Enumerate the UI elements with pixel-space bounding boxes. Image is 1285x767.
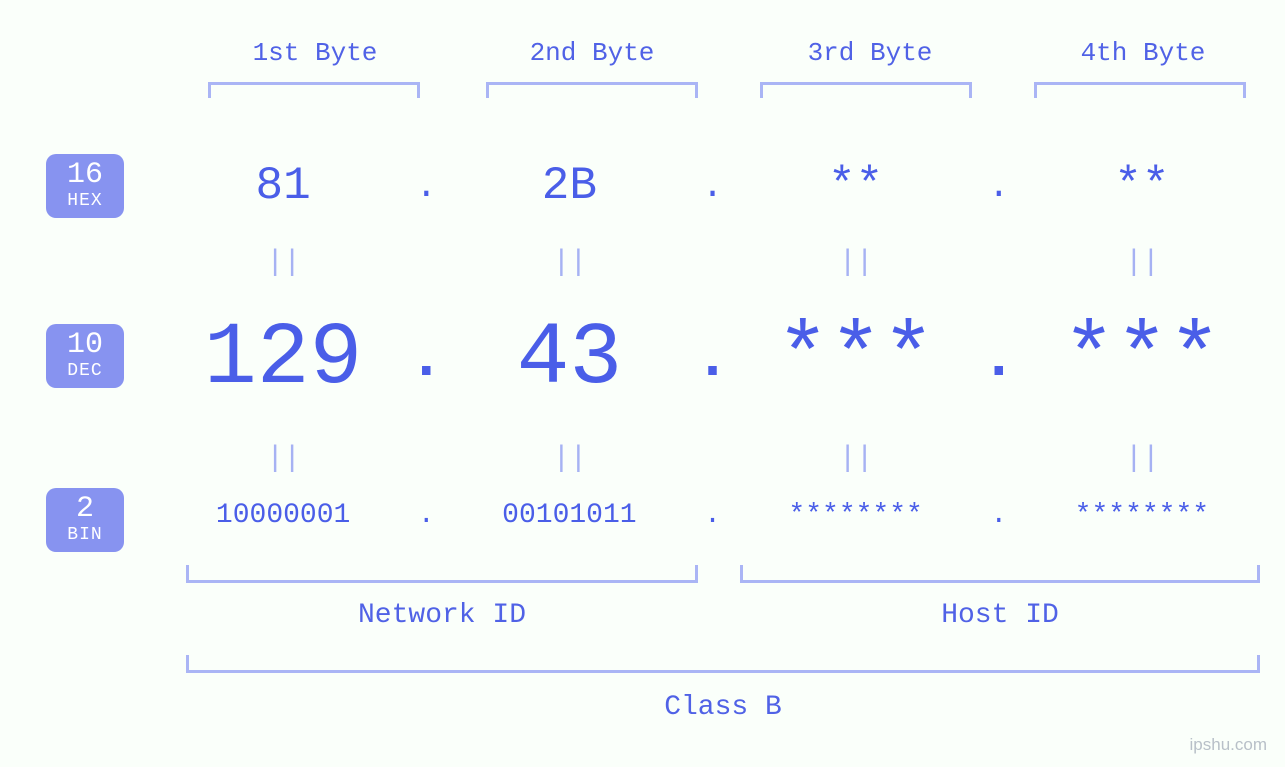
base-label-dec: DEC [46, 362, 124, 380]
bin-byte-2: 00101011 [446, 500, 692, 531]
dec-row: 129 . 43 . *** . *** [160, 310, 1265, 409]
byte-header-2: 2nd Byte [467, 38, 717, 68]
base-radix-dec: 10 [46, 330, 124, 360]
dot: . [979, 500, 1019, 531]
bin-byte-4: ******** [1019, 500, 1265, 531]
hex-row: 81 . 2B . ** . ** [160, 160, 1265, 212]
base-radix-bin: 2 [46, 494, 124, 524]
equals-glyph: || [446, 442, 692, 476]
hex-byte-2: 2B [446, 160, 692, 212]
hex-byte-3: ** [733, 160, 979, 212]
equals-glyph: || [160, 246, 406, 280]
dot: . [693, 500, 733, 531]
dot: . [406, 500, 446, 531]
bin-byte-3: ******** [733, 500, 979, 531]
byte-header-4: 4th Byte [1018, 38, 1268, 68]
dot: . [406, 166, 446, 207]
base-radix-hex: 16 [46, 160, 124, 190]
base-badge-dec: 10 DEC [46, 324, 124, 388]
base-badge-hex: 16 HEX [46, 154, 124, 218]
ip-byte-diagram: 1st Byte 2nd Byte 3rd Byte 4th Byte 16 H… [0, 0, 1285, 767]
dec-byte-2: 43 [446, 310, 692, 409]
dot: . [979, 326, 1019, 394]
equals-glyph: || [160, 442, 406, 476]
dot: . [979, 166, 1019, 207]
class-bracket [186, 655, 1260, 673]
byte-bracket-4 [1034, 82, 1246, 98]
watermark: ipshu.com [1190, 735, 1267, 755]
byte-bracket-2 [486, 82, 698, 98]
bin-byte-1: 10000001 [160, 500, 406, 531]
class-label: Class B [186, 692, 1260, 723]
base-label-hex: HEX [46, 192, 124, 210]
host-id-label: Host ID [740, 600, 1260, 631]
host-bracket [740, 565, 1260, 583]
equals-glyph: || [446, 246, 692, 280]
byte-bracket-3 [760, 82, 972, 98]
network-bracket [186, 565, 698, 583]
dec-byte-4: *** [1019, 310, 1265, 409]
equals-glyph: || [1019, 442, 1265, 476]
byte-bracket-1 [208, 82, 420, 98]
byte-header-3: 3rd Byte [745, 38, 995, 68]
hex-byte-4: ** [1019, 160, 1265, 212]
base-badge-bin: 2 BIN [46, 488, 124, 552]
dot: . [406, 326, 446, 394]
byte-header-1: 1st Byte [190, 38, 440, 68]
equals-row-top: || || || || [160, 246, 1265, 280]
bin-row: 10000001 . 00101011 . ******** . *******… [160, 500, 1265, 531]
dot: . [693, 166, 733, 207]
equals-glyph: || [733, 442, 979, 476]
network-id-label: Network ID [186, 600, 698, 631]
equals-glyph: || [1019, 246, 1265, 280]
dec-byte-1: 129 [160, 310, 406, 409]
base-label-bin: BIN [46, 526, 124, 544]
dec-byte-3: *** [733, 310, 979, 409]
equals-glyph: || [733, 246, 979, 280]
dot: . [693, 326, 733, 394]
hex-byte-1: 81 [160, 160, 406, 212]
equals-row-bottom: || || || || [160, 442, 1265, 476]
